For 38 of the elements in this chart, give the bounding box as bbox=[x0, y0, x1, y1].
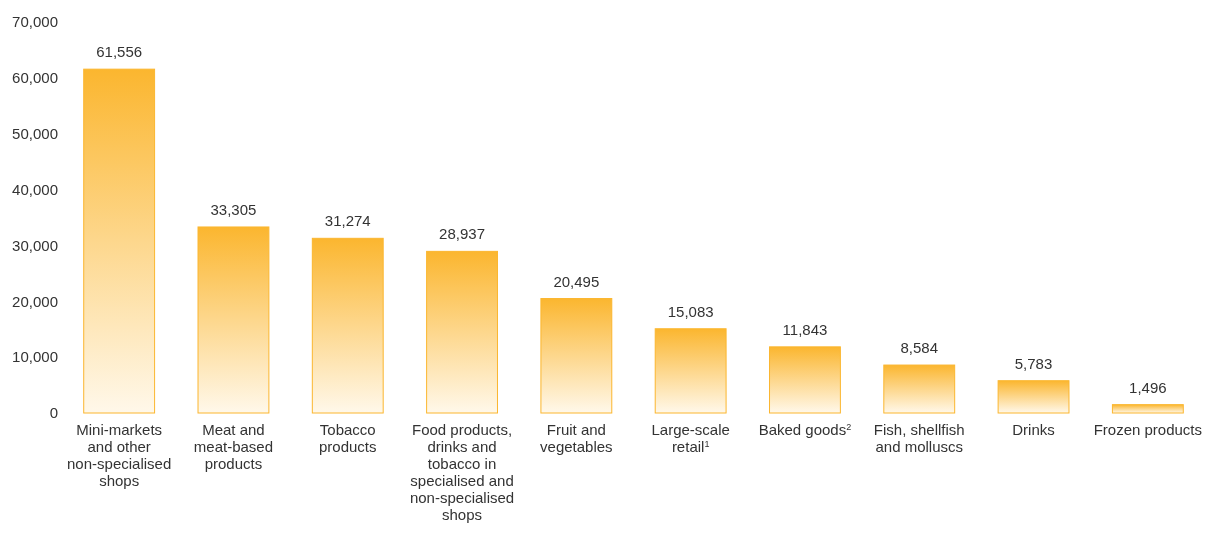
data-label: 15,083 bbox=[667, 302, 714, 320]
x-tick-label: Mini-markets and other non-specialised shops bbox=[67, 421, 172, 489]
x-tick-label: Fruit and vegetables bbox=[540, 421, 613, 455]
bar bbox=[311, 237, 384, 414]
x-tick-label: Large-scale retail$^{1}$ bbox=[651, 421, 730, 455]
data-label: 28,937 bbox=[439, 225, 485, 243]
bar bbox=[1111, 404, 1184, 414]
y-tick-label: 10,000 bbox=[12, 348, 58, 366]
bar bbox=[197, 226, 270, 414]
data-label: 20,495 bbox=[553, 272, 600, 290]
y-tick-label: 60,000 bbox=[12, 69, 58, 87]
x-tick-label: Frozen products bbox=[1093, 421, 1203, 438]
x-tick-label: Meat and meat-based products bbox=[193, 421, 274, 472]
y-tick-label: 70,000 bbox=[12, 13, 58, 31]
x-tick-label: Drinks bbox=[1012, 421, 1055, 438]
data-label: 11,843 bbox=[782, 320, 828, 338]
x-tick-label: Food products, drinks and tobacco in specialised and non-specialised shops bbox=[409, 421, 515, 523]
x-tick-label: Tobacco products bbox=[318, 421, 377, 455]
y-tick-label: 40,000 bbox=[12, 180, 58, 198]
bar bbox=[83, 68, 156, 414]
y-tick-label: 30,000 bbox=[12, 236, 58, 254]
bar bbox=[997, 380, 1070, 414]
bar bbox=[540, 298, 613, 414]
data-label: 31,274 bbox=[324, 212, 371, 230]
bar bbox=[769, 346, 841, 414]
data-label: 8,584 bbox=[900, 339, 939, 357]
y-tick-label: 50,000 bbox=[12, 124, 58, 142]
y-tick-label: 0 bbox=[49, 404, 58, 422]
y-tick-label: 20,000 bbox=[12, 292, 58, 310]
data-label: 61,556 bbox=[96, 43, 143, 61]
data-label: 5,783 bbox=[1014, 354, 1053, 372]
data-label: 1,496 bbox=[1129, 378, 1167, 396]
bar bbox=[426, 250, 498, 414]
x-tick-label: Baked goods$^{2}$ bbox=[758, 421, 852, 438]
x-tick-label: Fish, shellfish and molluscs bbox=[873, 421, 965, 455]
data-label: 33,305 bbox=[210, 200, 257, 218]
bar bbox=[883, 364, 956, 414]
bar bbox=[654, 328, 727, 414]
